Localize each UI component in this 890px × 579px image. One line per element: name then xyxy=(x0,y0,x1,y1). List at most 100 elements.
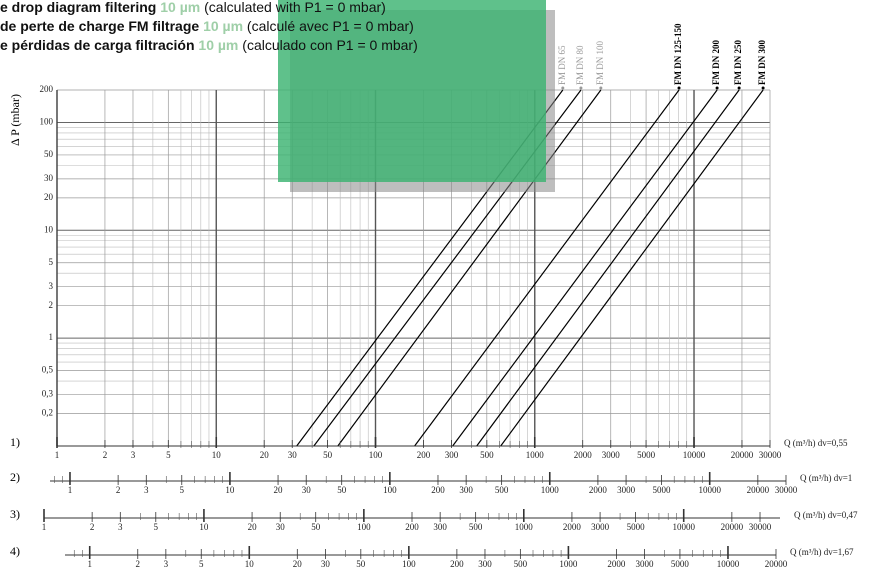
x-tick-label: 2000 xyxy=(607,559,626,569)
x-tick-label: 20 xyxy=(260,450,270,460)
x-tick-label: 10000 xyxy=(698,485,721,495)
x-tick-label: 300 xyxy=(445,450,459,460)
x-tick-label: 500 xyxy=(480,450,494,460)
x-tick-label: 30 xyxy=(288,450,298,460)
x-tick-label: 1 xyxy=(68,485,73,495)
y-tick-label: 100 xyxy=(40,117,54,127)
y-tick-label: 1 xyxy=(49,332,54,342)
x-tick-label: 3000 xyxy=(617,485,636,495)
x-tick-label: 20000 xyxy=(747,485,770,495)
x-tick-label: 5000 xyxy=(671,559,690,569)
title-part: (calculated with P1 = 0 mbar) xyxy=(200,0,386,15)
series-label: FM DN 300 xyxy=(757,40,767,85)
title-part: (calculé avec P1 = 0 mbar) xyxy=(243,18,414,34)
axis-title: Q (m³/h) dv=1 xyxy=(800,473,852,483)
title-part: de perte de charge FM filtrage xyxy=(0,18,203,34)
x-tick-label: 100 xyxy=(402,559,416,569)
y-tick-label: 5 xyxy=(49,257,54,267)
line-end-dot xyxy=(761,86,765,90)
x-tick-label: 200 xyxy=(450,559,464,569)
x-tick-label: 5 xyxy=(166,450,171,460)
x-tick-label: 10 xyxy=(245,559,255,569)
x-tick-label: 5000 xyxy=(637,450,656,460)
green-box xyxy=(278,0,546,182)
series-label: FM DN 80 xyxy=(575,45,585,85)
x-tick-label: 500 xyxy=(514,559,528,569)
x-tick-label: 50 xyxy=(311,522,321,532)
x-tick-label: 30000 xyxy=(749,522,772,532)
x-tick-label: 3000 xyxy=(636,559,655,569)
series-label: FM DN 100 xyxy=(595,40,605,85)
x-tick-label: 100 xyxy=(369,450,383,460)
x-tick-label: 2000 xyxy=(563,522,582,532)
y-tick-label: 10 xyxy=(44,224,54,234)
x-tick-label: 3000 xyxy=(591,522,610,532)
chart-title: e drop diagram filtering 10 µm (calculat… xyxy=(0,0,386,15)
x-tick-label: 200 xyxy=(431,485,445,495)
x-tick-label: 3 xyxy=(131,450,136,460)
x-tick-label: 300 xyxy=(433,522,447,532)
x-tick-label: 30000 xyxy=(759,450,782,460)
x-tick-label: 50 xyxy=(356,559,366,569)
axis-title: Q (m³/h) dv=0,55 xyxy=(784,438,848,448)
x-tick-label: 10 xyxy=(225,485,235,495)
x-tick-label: 2 xyxy=(90,522,95,532)
x-tick-label: 200 xyxy=(405,522,419,532)
y-axis-label: Δ P (mbar) xyxy=(8,94,22,146)
y-tick-label: 50 xyxy=(44,149,54,159)
x-tick-label: 20 xyxy=(248,522,258,532)
x-tick-label: 3 xyxy=(164,559,169,569)
x-tick-label: 10 xyxy=(199,522,209,532)
x-tick-label: 100 xyxy=(357,522,371,532)
x-tick-label: 20000 xyxy=(721,522,744,532)
x-tick-label: 1000 xyxy=(526,450,545,460)
title-part: e drop diagram filtering xyxy=(0,0,160,15)
x-tick-label: 10 xyxy=(212,450,222,460)
y-tick-label: 20 xyxy=(44,192,54,202)
x-tick-label: 30 xyxy=(302,485,312,495)
x-tick-label: 2000 xyxy=(589,485,608,495)
x-tick-label: 1 xyxy=(87,559,92,569)
series-line xyxy=(337,89,602,447)
y-tick-label: 0,2 xyxy=(42,408,53,418)
line-end-dot xyxy=(599,86,603,90)
series-label: FM DN 125-150 xyxy=(673,23,683,85)
series-line xyxy=(414,89,680,447)
x-tick-label: 50 xyxy=(337,485,347,495)
series-label: FM DN 250 xyxy=(733,40,743,85)
y-tick-label: 2 xyxy=(49,300,54,310)
x-tick-label: 5 xyxy=(154,522,159,532)
x-tick-label: 3 xyxy=(118,522,123,532)
y-tick-label: 3 xyxy=(49,281,54,291)
y-tick-label: 30 xyxy=(44,173,54,183)
x-tick-label: 500 xyxy=(495,485,509,495)
line-end-dot xyxy=(579,86,583,90)
x-tick-label: 2 xyxy=(116,485,121,495)
x-tick-label: 1000 xyxy=(515,522,534,532)
x-tick-label: 200 xyxy=(417,450,431,460)
row-label: 4) xyxy=(10,544,20,558)
x-tick-label: 5000 xyxy=(653,485,672,495)
x-tick-label: 1000 xyxy=(559,559,578,569)
x-tick-label: 20000 xyxy=(765,559,788,569)
series-label: FM DN 200 xyxy=(711,40,721,85)
x-tick-label: 5 xyxy=(180,485,185,495)
title-part: 10 µm xyxy=(203,18,243,34)
x-tick-label: 300 xyxy=(478,559,492,569)
x-tick-label: 100 xyxy=(383,485,397,495)
row-label: 2) xyxy=(10,470,20,484)
y-tick-label: 0,3 xyxy=(42,389,54,399)
chart-title: e pérdidas de carga filtración 10 µm (ca… xyxy=(0,37,418,53)
line-end-dot xyxy=(677,86,681,90)
y-tick-label: 0,5 xyxy=(42,365,54,375)
line-end-dot xyxy=(715,86,719,90)
title-part: 10 µm xyxy=(160,0,200,15)
chart-title: de perte de charge FM filtrage 10 µm (ca… xyxy=(0,18,414,34)
series-label: FM DN 65 xyxy=(557,45,567,85)
x-tick-label: 500 xyxy=(469,522,483,532)
x-tick-label: 5 xyxy=(199,559,204,569)
x-tick-label: 20 xyxy=(274,485,284,495)
x-tick-label: 10000 xyxy=(683,450,706,460)
axis-title: Q (m³/h) dv=0,47 xyxy=(794,510,858,520)
